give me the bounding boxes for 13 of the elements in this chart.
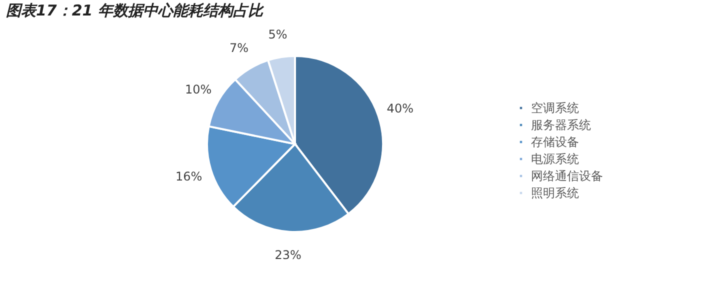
legend-label: 电源系统 [531,152,579,166]
legend-label: 服务器系统 [531,118,591,132]
data-label: 5% [268,27,288,42]
data-label: 23% [274,248,302,262]
data-label: 7% [229,41,249,56]
legend-label: 空调系统 [531,101,579,115]
legend-label: 网络通信设备 [531,169,603,183]
legend-label: 照明系统 [531,186,579,200]
legend-label: 存储设备 [531,135,579,149]
chart-title: 图表17：21 年数据中心能耗结构占比 [6,1,265,20]
data-label: 10% [184,82,212,96]
data-label: 16% [175,169,202,184]
data-label: 40% [386,101,414,116]
